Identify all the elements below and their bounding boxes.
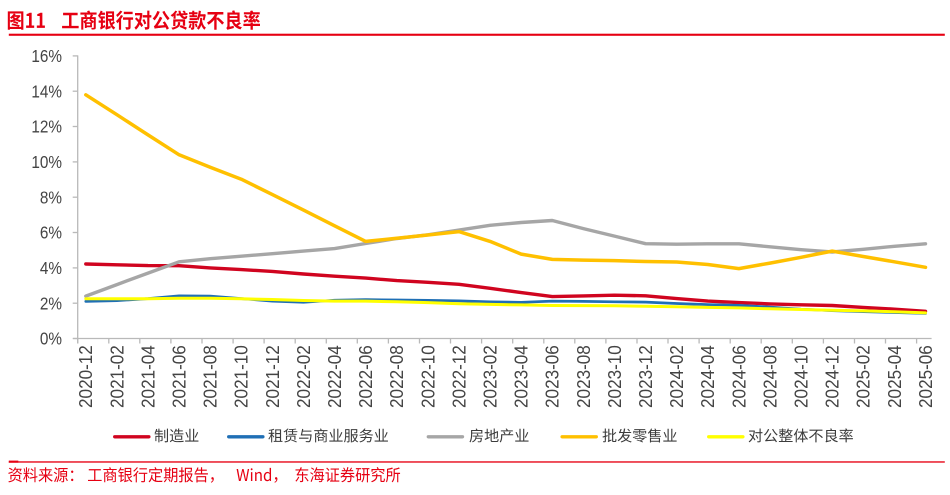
svg-text:6%: 6% bbox=[40, 223, 62, 243]
svg-text:2024-06: 2024-06 bbox=[729, 345, 750, 408]
svg-text:2023-10: 2023-10 bbox=[604, 345, 625, 408]
svg-text:2024-08: 2024-08 bbox=[760, 345, 781, 408]
svg-text:2023-12: 2023-12 bbox=[635, 345, 656, 408]
svg-text:2022-04: 2022-04 bbox=[324, 345, 345, 408]
svg-text:2%: 2% bbox=[40, 293, 62, 313]
svg-text:4%: 4% bbox=[40, 258, 62, 278]
svg-text:2021-04: 2021-04 bbox=[138, 345, 159, 408]
svg-text:14%: 14% bbox=[31, 81, 62, 101]
svg-text:2021-10: 2021-10 bbox=[231, 345, 252, 408]
svg-text:2023-04: 2023-04 bbox=[511, 345, 532, 408]
svg-text:2022-12: 2022-12 bbox=[449, 345, 470, 408]
svg-text:10%: 10% bbox=[31, 152, 62, 172]
svg-text:2020-12: 2020-12 bbox=[76, 345, 97, 408]
svg-text:2022-08: 2022-08 bbox=[387, 345, 408, 408]
svg-text:2025-06: 2025-06 bbox=[915, 345, 936, 408]
svg-text:2023-08: 2023-08 bbox=[573, 345, 594, 408]
svg-text:2022-10: 2022-10 bbox=[418, 345, 439, 408]
svg-text:12%: 12% bbox=[31, 117, 62, 137]
svg-text:2023-06: 2023-06 bbox=[542, 345, 563, 408]
svg-text:2021-02: 2021-02 bbox=[107, 345, 128, 408]
svg-text:2025-04: 2025-04 bbox=[884, 345, 905, 408]
svg-text:2022-06: 2022-06 bbox=[356, 345, 377, 408]
svg-text:2024-10: 2024-10 bbox=[791, 345, 812, 408]
svg-text:2025-02: 2025-02 bbox=[853, 345, 874, 408]
svg-text:2024-04: 2024-04 bbox=[698, 345, 719, 408]
svg-text:0%: 0% bbox=[40, 329, 62, 349]
svg-text:2024-12: 2024-12 bbox=[822, 345, 843, 408]
svg-text:2021-12: 2021-12 bbox=[262, 345, 283, 408]
svg-text:2022-02: 2022-02 bbox=[293, 345, 314, 408]
svg-text:2021-08: 2021-08 bbox=[200, 345, 221, 408]
svg-text:2024-02: 2024-02 bbox=[667, 345, 688, 408]
svg-text:16%: 16% bbox=[31, 46, 62, 66]
svg-text:8%: 8% bbox=[40, 187, 62, 207]
svg-text:2023-02: 2023-02 bbox=[480, 345, 501, 408]
svg-text:2021-06: 2021-06 bbox=[169, 345, 190, 408]
